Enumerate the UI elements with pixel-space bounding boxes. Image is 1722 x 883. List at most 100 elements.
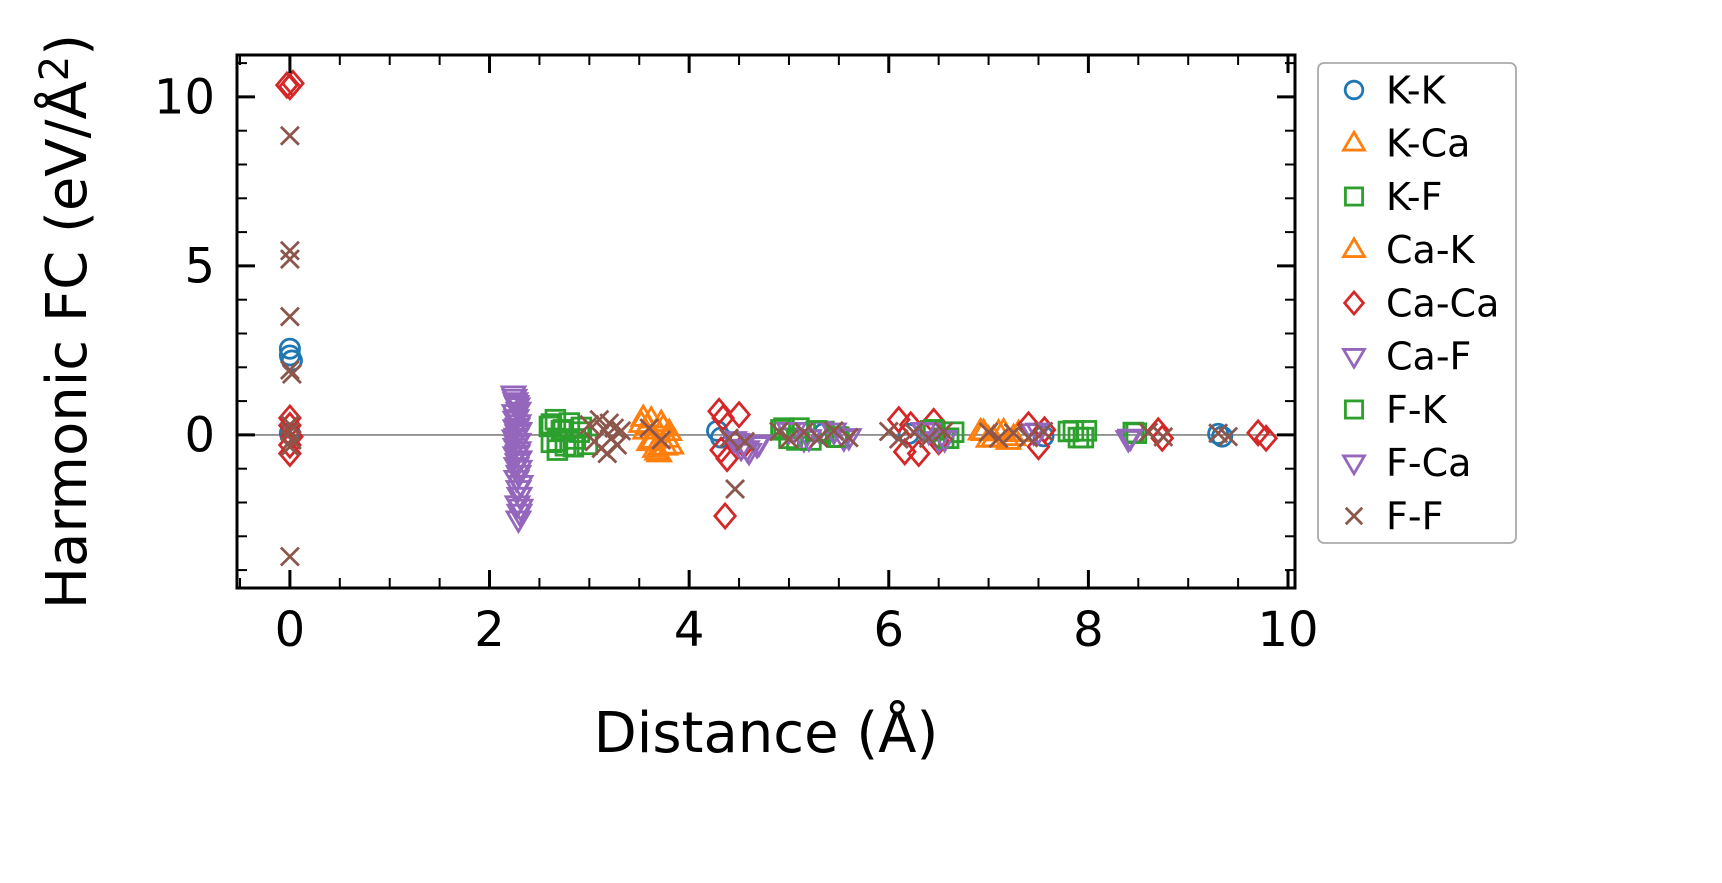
data-point-marker — [604, 418, 625, 439]
legend-item-k-ca: K-Ca — [1341, 122, 1470, 166]
data-point-marker — [778, 428, 799, 449]
legend-label: K-K — [1386, 68, 1447, 112]
legend-label: Ca-F — [1386, 335, 1471, 379]
legend-marker — [1341, 235, 1367, 258]
data-point-marker — [725, 478, 746, 499]
data-point-marker — [279, 306, 300, 327]
data-point-marker — [978, 422, 999, 443]
data-point-marker — [274, 70, 299, 100]
data-point-marker — [281, 364, 302, 385]
data-point-marker — [505, 486, 534, 511]
legend-label: Ca-Ca — [1386, 281, 1499, 325]
data-point-marker — [933, 421, 954, 442]
data-point-marker — [1254, 424, 1279, 453]
data-point-marker — [651, 431, 680, 456]
legend-marker — [1342, 289, 1366, 317]
legend-marker — [1344, 186, 1364, 207]
data-point-marker — [607, 435, 628, 456]
data-point-marker — [727, 400, 752, 429]
data-point-marker — [1341, 235, 1367, 258]
y-tick-label: 0 — [184, 408, 215, 464]
data-point-marker — [906, 439, 931, 468]
data-point-marker — [506, 498, 535, 523]
legend-marker — [1341, 348, 1367, 371]
x-tick-label: 10 — [1257, 602, 1318, 658]
data-point-marker — [502, 394, 531, 419]
data-point-marker — [506, 475, 535, 499]
data-point-marker — [999, 422, 1028, 447]
data-point-marker — [502, 457, 531, 481]
data-point-marker — [1344, 186, 1364, 207]
data-point-marker — [568, 421, 591, 443]
legend-label: K-Ca — [1386, 122, 1470, 166]
y-tick-label: 5 — [184, 239, 215, 295]
legend-marker — [1344, 399, 1364, 420]
data-point-marker — [1033, 421, 1054, 442]
data-point-marker — [1341, 348, 1367, 371]
data-point-marker — [611, 420, 632, 441]
data-point-marker — [1344, 506, 1364, 526]
x-axis-label: Distance (Å) — [594, 700, 939, 766]
legend-label: Ca-K — [1386, 228, 1476, 272]
data-point-marker — [546, 430, 569, 452]
legend-item-f-f: F-F — [1344, 494, 1443, 538]
data-point-marker — [1150, 424, 1175, 453]
legend-item-ca-f: Ca-F — [1341, 335, 1471, 379]
data-point-marker — [1072, 426, 1095, 449]
x-tick-label: 0 — [275, 602, 306, 658]
legend-label: F-F — [1386, 494, 1443, 538]
data-point-marker — [280, 69, 305, 98]
legend-item-k-f: K-F — [1344, 175, 1443, 219]
data-point-marker — [937, 427, 960, 450]
data-point-marker — [715, 444, 740, 473]
y-tick-label: 10 — [154, 70, 215, 126]
legend-item-f-k: F-K — [1344, 388, 1448, 432]
data-point-marker — [279, 546, 300, 567]
data-point-marker — [651, 429, 672, 450]
data-point-marker — [1344, 399, 1364, 420]
y-axis-label: Harmonic FC (eV/Å2) — [32, 34, 100, 609]
data-point-marker — [795, 429, 823, 454]
series-f-f — [279, 125, 1239, 567]
data-point-marker — [888, 428, 909, 449]
data-point-marker — [579, 414, 600, 435]
x-tick-label: 2 — [474, 602, 505, 658]
data-point-marker — [1003, 422, 1024, 443]
data-point-marker — [1207, 422, 1230, 445]
data-point-marker — [1153, 426, 1174, 447]
legend-label: F-K — [1386, 388, 1448, 432]
legend-box — [1317, 62, 1517, 544]
legend-marker — [1341, 129, 1367, 152]
data-point-marker — [713, 501, 738, 531]
legend-label: F-Ca — [1386, 441, 1471, 485]
data-point-marker — [793, 422, 814, 443]
y-axis: 0 5 10 — [154, 70, 215, 464]
legend-marker — [1341, 454, 1367, 477]
x-tick-label: 6 — [873, 602, 904, 658]
data-point-marker — [279, 436, 300, 457]
data-point-marker — [903, 422, 924, 443]
data-point-marker — [878, 421, 899, 442]
data-point-marker — [278, 337, 301, 360]
data-point-marker — [281, 429, 302, 450]
legend-item-k-k: K-K — [1343, 68, 1447, 112]
data-point-marker — [1075, 420, 1098, 442]
data-point-marker — [277, 439, 302, 468]
data-point-marker — [279, 240, 300, 261]
data-point-marker — [719, 428, 740, 449]
data-point-marker — [886, 405, 911, 434]
data-point-marker — [1342, 289, 1366, 317]
legend-label: K-F — [1386, 175, 1443, 219]
legend-item-ca-ca: Ca-Ca — [1342, 281, 1499, 325]
data-point-marker — [501, 437, 530, 462]
data-point-marker — [655, 417, 684, 442]
legend-marker — [1343, 79, 1365, 101]
data-point-marker — [540, 413, 563, 435]
data-point-marker — [501, 410, 530, 435]
data-point-marker — [1211, 425, 1234, 448]
x-axis: 0 2 4 6 8 10 — [275, 602, 1319, 658]
data-point-marker — [1116, 428, 1145, 453]
plot-frame — [235, 53, 1297, 590]
